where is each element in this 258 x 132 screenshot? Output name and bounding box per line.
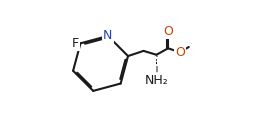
Text: O: O <box>175 46 185 59</box>
Text: O: O <box>163 25 173 38</box>
Text: N: N <box>103 29 112 43</box>
Text: F: F <box>72 37 79 50</box>
Text: NH₂: NH₂ <box>144 74 168 87</box>
